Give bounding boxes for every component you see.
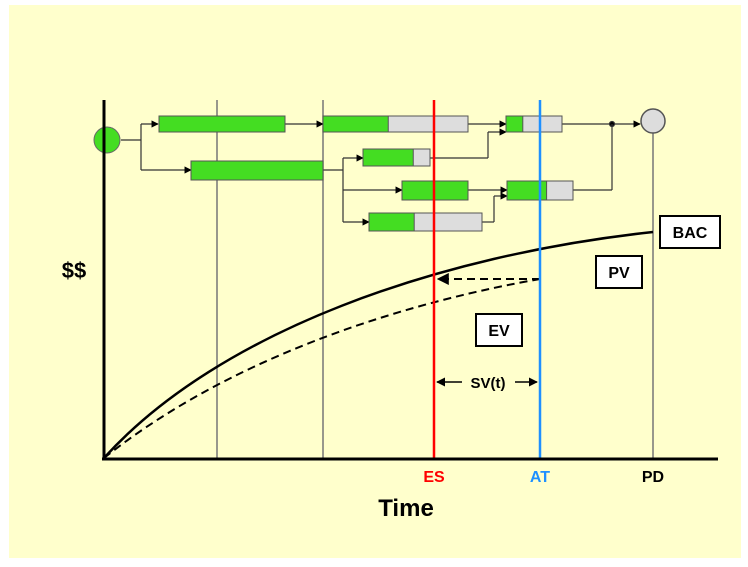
start-node	[93, 126, 121, 154]
end-node	[640, 108, 666, 134]
pv-label-box: PV	[595, 255, 643, 289]
y-axis-label: $$	[62, 258, 86, 283]
task-completed	[506, 180, 548, 201]
x-axis-label: Time	[378, 495, 434, 522]
network-connectors	[121, 120, 641, 226]
ev-label-box: EV	[475, 313, 523, 347]
task-t1	[158, 115, 286, 133]
task-completed	[505, 115, 524, 133]
task-completed	[190, 160, 324, 181]
task-completed	[158, 115, 286, 133]
at-label: AT	[530, 469, 550, 486]
pv-curve	[103, 230, 654, 459]
task-t5	[362, 148, 431, 167]
task-completed	[322, 115, 389, 133]
task-completed	[368, 212, 415, 232]
task-t8	[368, 212, 483, 232]
sv-label: SV(t)	[471, 375, 506, 392]
task-t4	[190, 160, 324, 181]
svg-text:EV: EV	[488, 323, 510, 340]
svg-text:PV: PV	[608, 265, 630, 282]
ev-curve	[103, 278, 541, 459]
task-bars	[158, 115, 574, 232]
bac-label-box: BAC	[659, 215, 721, 249]
task-t3	[505, 115, 563, 133]
task-t2	[322, 115, 469, 133]
pd-label: PD	[642, 469, 664, 486]
es-label: ES	[423, 469, 445, 486]
svg-text:BAC: BAC	[673, 225, 708, 242]
task-completed	[362, 148, 414, 167]
